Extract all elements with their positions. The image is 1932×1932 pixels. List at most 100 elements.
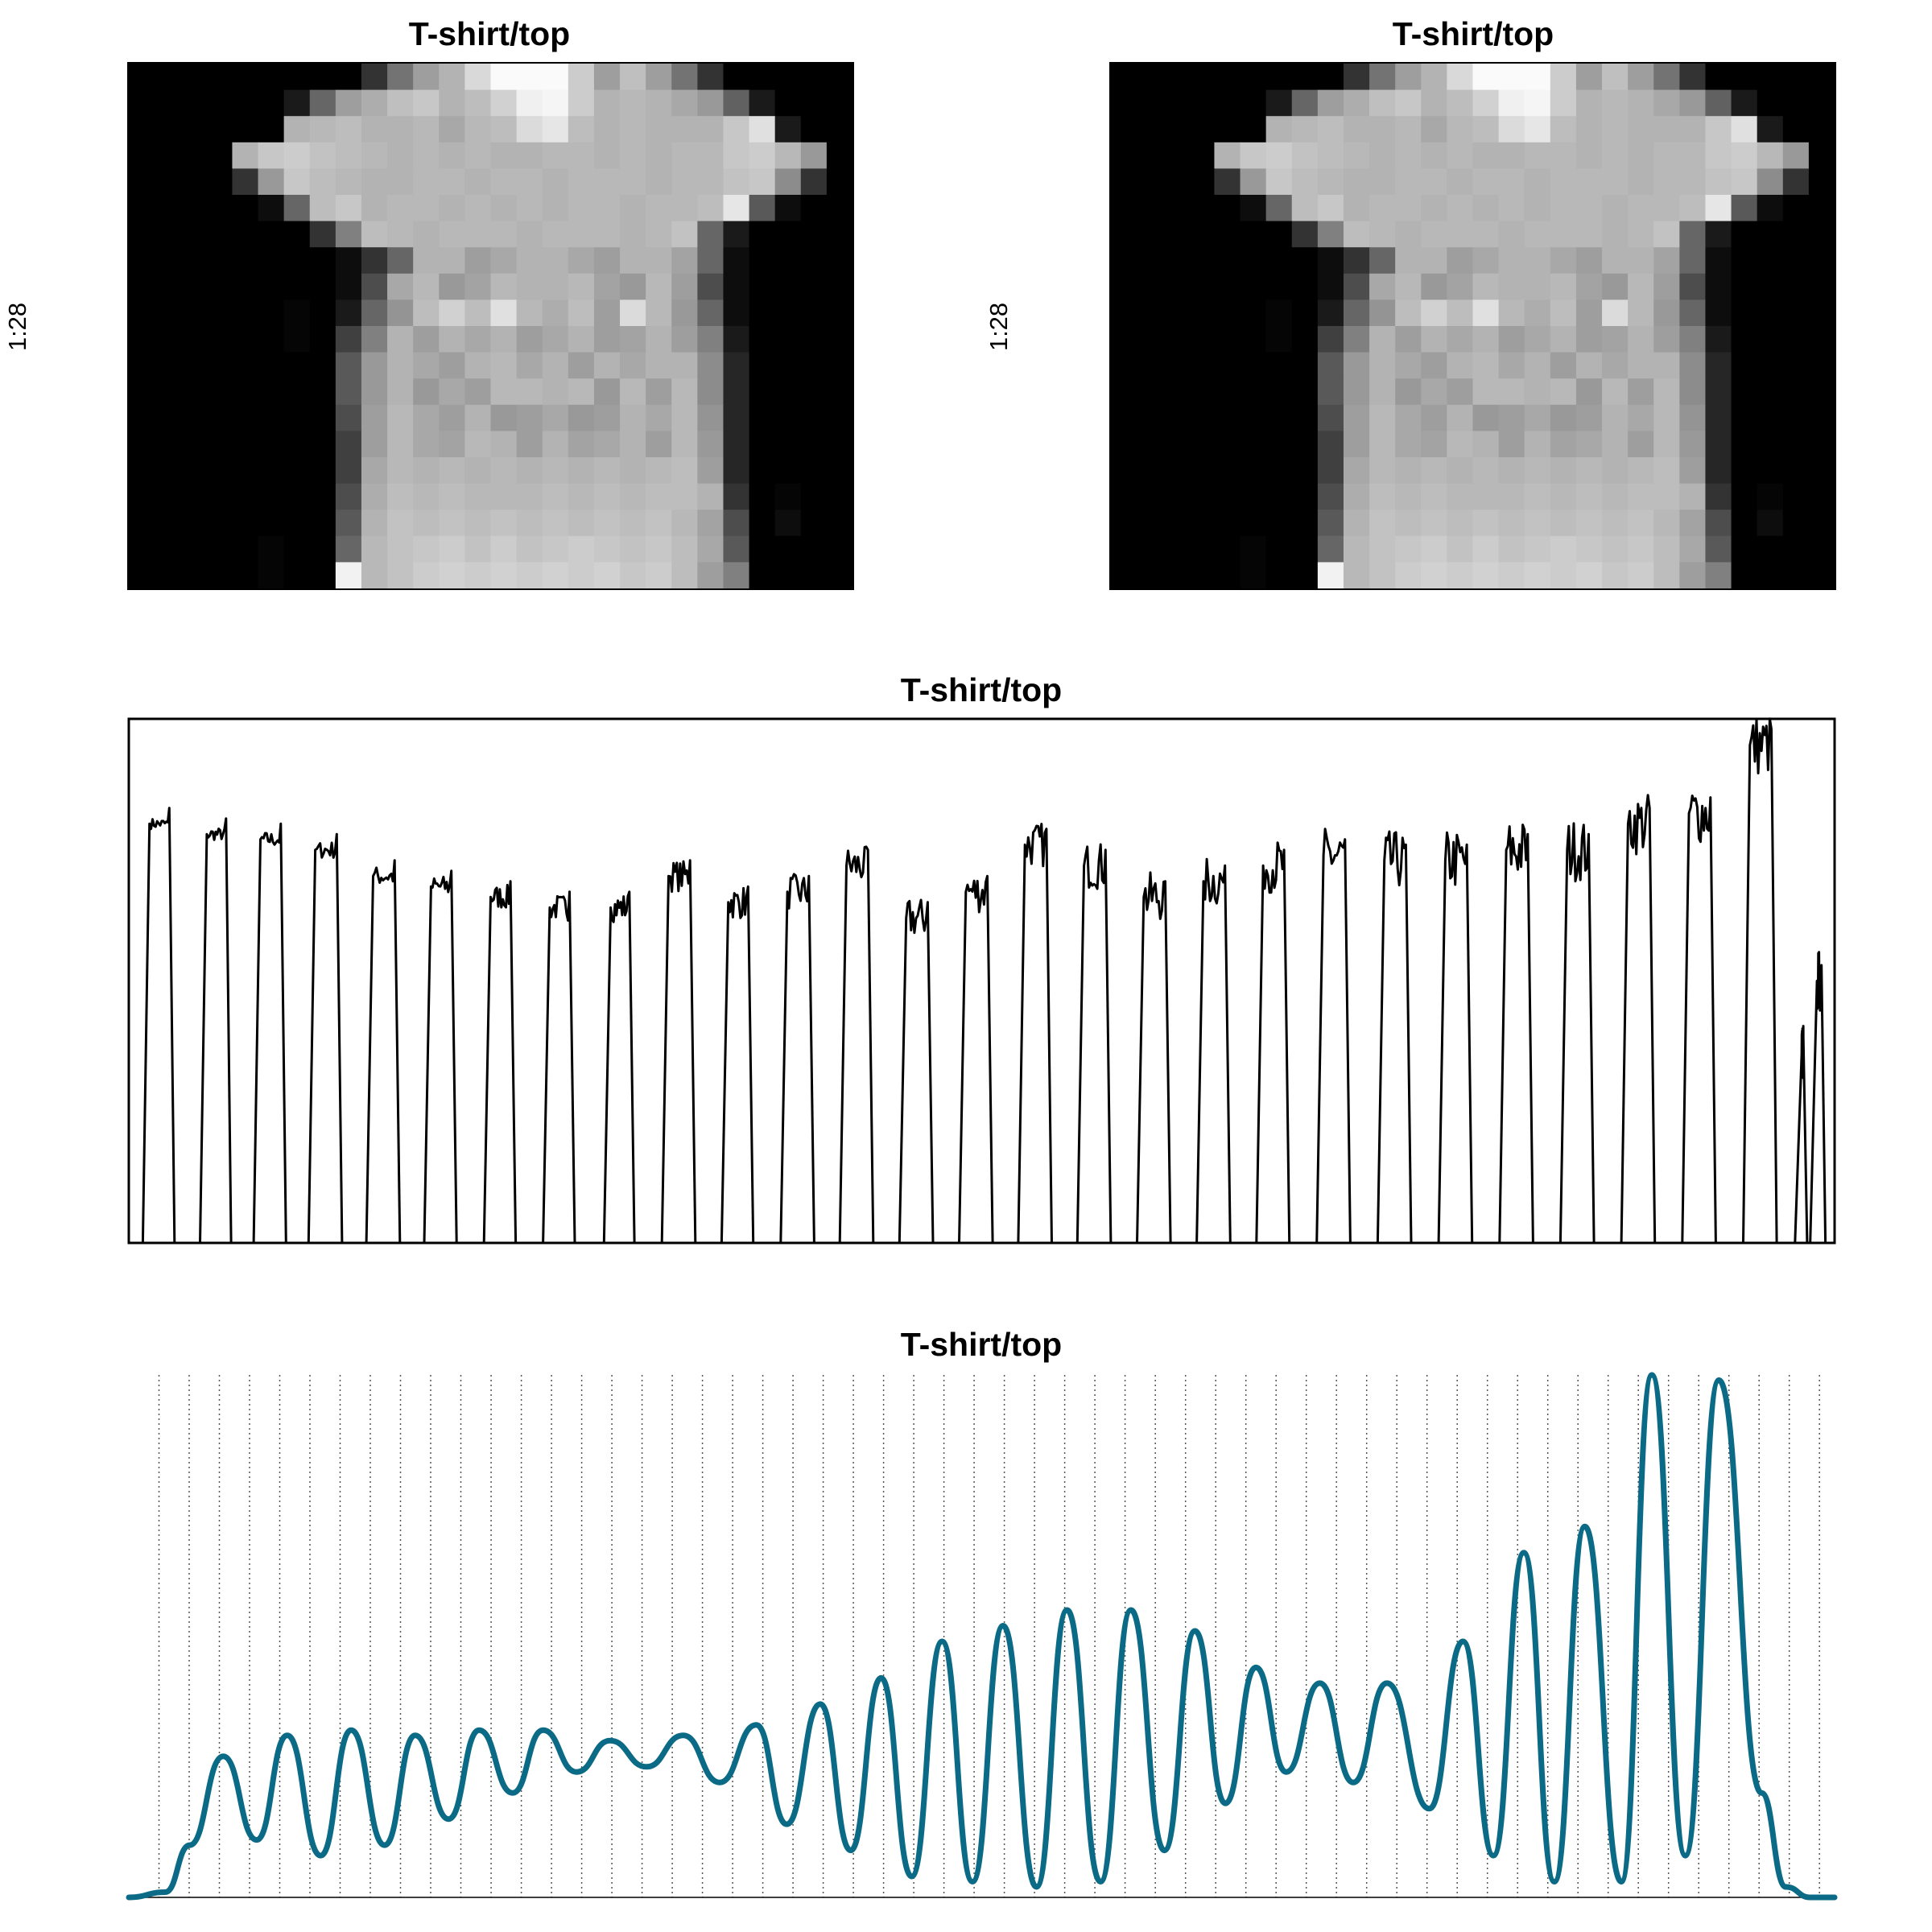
heatmap-cell bbox=[1782, 273, 1810, 300]
heatmap-cell bbox=[1291, 273, 1319, 300]
heatmap-cell bbox=[1447, 535, 1474, 563]
heatmap-cell bbox=[1705, 535, 1732, 563]
heatmap-cell bbox=[464, 116, 492, 143]
heatmap-cell bbox=[1679, 195, 1707, 222]
heatmap-cell bbox=[646, 326, 672, 353]
heatmap-cell bbox=[1731, 89, 1758, 117]
heatmap-cell bbox=[180, 299, 207, 327]
heatmap-cell bbox=[232, 116, 259, 143]
heatmap-cell bbox=[568, 116, 595, 143]
heatmap-cell bbox=[1240, 326, 1267, 353]
heatmap-cell bbox=[774, 562, 802, 589]
heatmap-cell bbox=[1188, 378, 1216, 406]
heatmap-cell bbox=[1628, 562, 1654, 589]
heatmap-cell bbox=[1705, 273, 1732, 300]
heatmap-cell bbox=[800, 404, 828, 431]
heatmap-cell bbox=[1369, 116, 1396, 143]
heatmap-cell bbox=[593, 299, 621, 327]
heatmap-cell bbox=[361, 247, 388, 275]
heatmap-cell bbox=[749, 247, 776, 275]
heatmap-cell bbox=[1628, 247, 1654, 275]
heatmap-cell bbox=[232, 221, 259, 248]
heatmap-cell bbox=[1162, 247, 1189, 275]
heatmap-cell bbox=[1705, 168, 1732, 196]
heatmap-cell bbox=[180, 510, 207, 537]
heatmap-cell bbox=[826, 457, 853, 485]
heatmap-cell bbox=[1111, 457, 1137, 485]
heatmap-cell bbox=[1421, 299, 1447, 327]
heatmap-cell bbox=[568, 273, 595, 300]
heatmap-cell bbox=[1343, 299, 1370, 327]
heatmap-cell bbox=[774, 326, 802, 353]
heatmap-cell bbox=[232, 562, 259, 589]
heatmap-cell bbox=[1731, 483, 1758, 510]
heatmap-cell bbox=[1524, 404, 1551, 431]
heatmap-cell bbox=[1472, 142, 1500, 169]
heatmap-cell bbox=[258, 221, 285, 248]
heatmap-cell bbox=[826, 116, 853, 143]
heatmap-cell bbox=[1137, 89, 1163, 117]
heatmap-cell bbox=[335, 457, 362, 485]
heatmap-cell bbox=[464, 247, 492, 275]
heatmap-cell bbox=[542, 142, 569, 169]
heatmap-cell bbox=[774, 535, 802, 563]
heatmap-cell bbox=[258, 431, 285, 458]
heatmap-cell bbox=[180, 142, 207, 169]
heatmap-cell bbox=[1524, 89, 1551, 117]
heatmap-cell bbox=[1808, 142, 1835, 169]
heatmap-cell bbox=[1757, 326, 1784, 353]
heatmap-cell bbox=[283, 352, 311, 379]
heatmap-cell bbox=[697, 431, 724, 458]
heatmap-cell bbox=[1137, 326, 1163, 353]
heatmap-cell bbox=[206, 64, 233, 91]
heatmap-cell bbox=[1679, 64, 1707, 91]
heatmap-cell bbox=[1369, 378, 1396, 406]
heatmap-cell bbox=[749, 457, 776, 485]
heatmap-cell bbox=[464, 195, 492, 222]
heatmap-cell bbox=[283, 431, 311, 458]
heatmap-cell bbox=[1291, 352, 1319, 379]
heatmap-cell bbox=[490, 404, 518, 431]
heatmap-cell bbox=[490, 483, 518, 510]
heatmap-cell bbox=[1111, 431, 1137, 458]
heatmap-cell bbox=[1757, 247, 1784, 275]
heatmap-cell bbox=[1343, 326, 1370, 353]
heatmap-cell bbox=[1628, 299, 1654, 327]
heatmap-cell bbox=[1782, 116, 1810, 143]
heatmap-cell bbox=[1395, 273, 1422, 300]
heatmap-cell bbox=[1395, 378, 1422, 406]
heatmap-cell bbox=[464, 404, 492, 431]
heatmap-cell bbox=[1808, 510, 1835, 537]
heatmap-cell bbox=[387, 326, 414, 353]
heatmap-cell bbox=[283, 168, 311, 196]
heatmap-cell bbox=[1240, 247, 1267, 275]
heatmap-cell bbox=[232, 247, 259, 275]
heatmap-cell bbox=[826, 195, 853, 222]
heatmap-cell bbox=[206, 404, 233, 431]
heatmap-cell bbox=[413, 352, 440, 379]
heatmap-cell bbox=[1291, 562, 1319, 589]
heatmap-cell bbox=[1757, 352, 1784, 379]
heatmap-cell bbox=[800, 510, 828, 537]
heatmap-cell bbox=[1602, 404, 1629, 431]
heatmap-cell bbox=[1705, 326, 1732, 353]
heatmap-cell bbox=[568, 431, 595, 458]
heatmap-cell bbox=[1447, 64, 1474, 91]
heatmap-cell bbox=[1757, 142, 1784, 169]
heatmap-cell bbox=[413, 195, 440, 222]
heatmap-cell bbox=[1317, 247, 1344, 275]
heatmap-cell bbox=[1343, 404, 1370, 431]
heatmap-cell bbox=[1472, 431, 1500, 458]
heatmap-cell bbox=[1291, 247, 1319, 275]
heatmap-cell bbox=[335, 64, 362, 91]
heatmap-cell bbox=[1575, 378, 1603, 406]
heatmap-cell bbox=[1214, 562, 1241, 589]
heatmap-cell bbox=[1679, 116, 1707, 143]
heatmap-cell bbox=[593, 221, 621, 248]
heatmap-cell bbox=[283, 116, 311, 143]
heatmap-cell bbox=[1214, 195, 1241, 222]
heatmap-cell bbox=[800, 116, 828, 143]
heatmap-cell bbox=[439, 247, 465, 275]
heatmap-cell bbox=[1343, 562, 1370, 589]
heatmap-cell bbox=[1550, 116, 1577, 143]
